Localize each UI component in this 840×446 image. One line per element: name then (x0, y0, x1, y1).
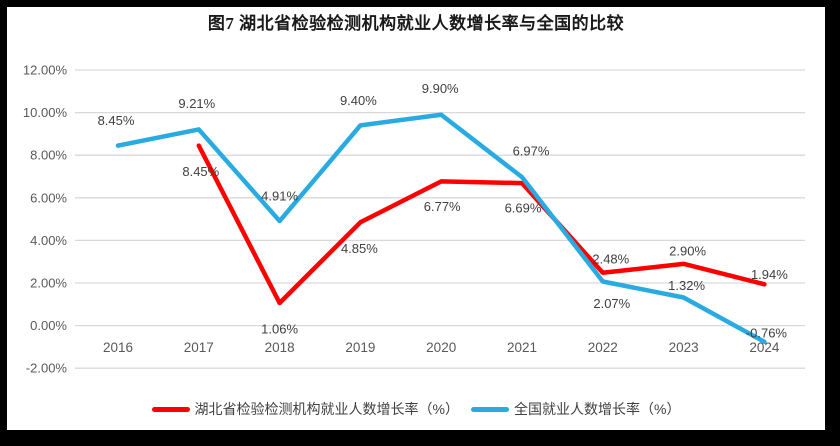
data-label-hubei: 1.06% (261, 322, 298, 337)
x-axis-category-label: 2022 (588, 340, 618, 355)
x-axis-category-label: 2020 (426, 340, 456, 355)
y-axis-tick-label: 4.00% (30, 233, 67, 248)
y-axis-tick-label: 0.00% (30, 318, 67, 333)
data-label-hubei: 2.90% (669, 243, 706, 258)
data-label-hubei: 4.85% (341, 241, 378, 256)
series-line-hubei (196, 143, 767, 306)
line-chart: 12.00% 10.00% 8.00% 6.00% 4.00% 2.00% 0.00% -2.… (23, 63, 805, 376)
x-axis-category-label: 2018 (265, 340, 295, 355)
data-label-national: 8.45% (98, 113, 135, 128)
legend: 湖北省检验检测机构就业人数增长率（%） 全国就业人数增长率（%） (7, 399, 825, 419)
data-label-hubei: 1.94% (751, 267, 788, 282)
y-axis-tick-label: 8.00% (30, 148, 67, 163)
legend-swatch-hubei-line (151, 406, 190, 412)
data-label-national: 9.40% (340, 93, 377, 108)
data-label-hubei: 8.45% (182, 164, 219, 179)
data-label-national: 9.21% (178, 96, 215, 111)
data-label-national: 2.07% (593, 296, 630, 311)
y-axis-tick-label: 10.00% (23, 105, 68, 120)
data-label-national: 9.90% (422, 81, 459, 96)
x-axis-category-label: 2021 (507, 340, 537, 355)
data-label-hubei: 2.48% (592, 251, 629, 266)
y-axis-tick-label: 12.00% (23, 63, 68, 78)
data-label-hubei: 6.77% (424, 199, 461, 214)
x-axis-category-label: 2023 (669, 340, 699, 355)
x-axis-category-label: 2019 (345, 340, 375, 355)
y-axis-tick-label: 6.00% (30, 190, 67, 205)
chart-panel: 图7 湖北省检验检测机构就业人数增长率与全国的比较 12.00% 10.00% 8.… (7, 7, 825, 430)
data-label-national: 4.91% (261, 189, 298, 204)
data-label-national: 1.32% (668, 278, 705, 293)
legend-swatch-national-line (471, 406, 509, 412)
series-line-national (115, 112, 767, 345)
legend-label-national: 全国就业人数增长率（%） (514, 401, 681, 417)
y-axis-tick-label: 2.00% (30, 276, 67, 291)
data-label-hubei: 6.69% (505, 201, 542, 216)
data-label-national: 6.97% (513, 144, 550, 159)
legend-item-national: 全国就业人数增长率（%） (471, 399, 680, 419)
legend-item-hubei: 湖北省检验检测机构就业人数增长率（%） (151, 399, 459, 419)
y-axis-tick-label: -2.00% (26, 361, 68, 376)
legend-label-hubei: 湖北省检验检测机构就业人数增长率（%） (194, 401, 459, 417)
data-label-national: -0.76% (746, 325, 788, 340)
x-axis-category-label: 2024 (749, 340, 780, 355)
x-axis-category-label: 2016 (103, 340, 133, 355)
chart-title: 图7 湖北省检验检测机构就业人数增长率与全国的比较 (207, 14, 625, 33)
x-axis-category-label: 2017 (184, 340, 214, 355)
